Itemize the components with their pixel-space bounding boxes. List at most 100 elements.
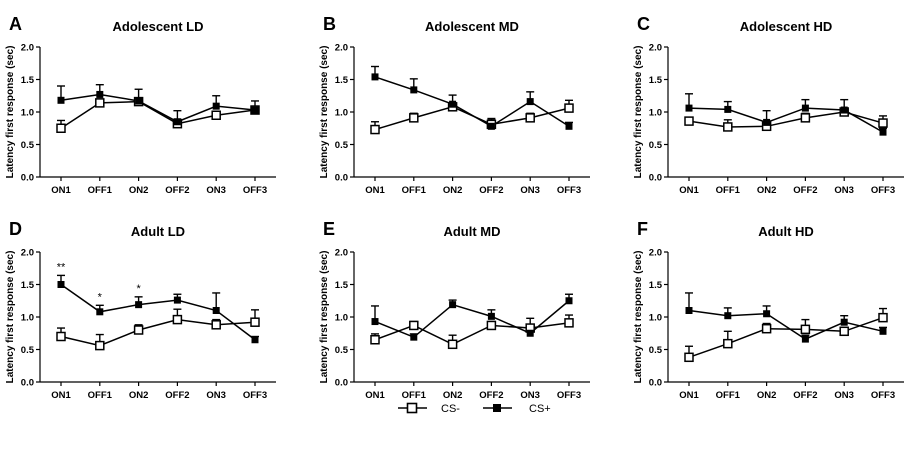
cs-plus-point — [96, 90, 104, 98]
cs-plus-line — [374, 76, 570, 128]
cs-plus-point — [212, 307, 220, 314]
y-tick-label: 1.0 — [335, 108, 348, 119]
cs-plus-point — [371, 73, 379, 81]
legend-cs-minus-label: CS- — [441, 403, 460, 415]
y-tick-label: 1.0 — [649, 108, 662, 119]
x-tick-label: OFF2 — [165, 185, 189, 196]
cs-plus-point — [135, 301, 143, 309]
cs-plus-point — [840, 318, 848, 326]
cs-plus-point — [763, 118, 771, 126]
y-tick-label: 2.0 — [649, 43, 662, 54]
x-tick-label: ON2 — [129, 390, 149, 401]
x-tick-label: ON1 — [679, 390, 699, 401]
y-tick-label: 1.5 — [335, 280, 349, 291]
y-tick-label: 1.5 — [21, 280, 35, 291]
y-tick-label: 0.0 — [649, 173, 662, 184]
cs-plus-line — [688, 309, 884, 340]
x-tick-label: ON1 — [51, 185, 71, 196]
y-tick-label: 0.0 — [649, 378, 662, 389]
cs-plus-point — [801, 335, 809, 343]
y-tick-label: 1.5 — [649, 75, 663, 86]
cs-plus-point — [212, 102, 220, 110]
cs-minus-point — [133, 325, 144, 335]
cs-minus-line — [374, 106, 570, 131]
y-tick-label: 0.0 — [335, 173, 348, 184]
cs-minus-point — [723, 122, 733, 132]
cs-minus-line — [688, 111, 884, 128]
x-tick-label: OFF3 — [871, 390, 895, 401]
x-tick-label: OFF2 — [479, 185, 503, 196]
y-tick-label: 1.5 — [21, 75, 35, 86]
y-tick-label: 1.0 — [21, 313, 34, 324]
cs-minus-point — [211, 110, 221, 120]
cs-plus-point — [685, 307, 693, 314]
cs-plus-point — [487, 122, 495, 130]
cs-minus-point — [95, 98, 105, 108]
x-tick-label: ON3 — [520, 390, 540, 401]
y-tick-label: 2.0 — [21, 43, 34, 54]
x-tick-label: ON2 — [443, 185, 463, 196]
significance-marker: ** — [57, 261, 66, 273]
y-tick-label: 0.5 — [335, 345, 349, 356]
x-tick-label: ON2 — [443, 390, 463, 401]
y-tick-label: 1.5 — [335, 75, 349, 86]
cs-plus-point — [565, 122, 573, 130]
cs-plus-line — [688, 107, 884, 133]
x-tick-label: ON1 — [51, 390, 71, 401]
panel-d: D Adult LD Latency first response (sec) 0.0… — [5, 219, 276, 401]
cs-plus-point — [879, 327, 887, 335]
cs-minus-point — [409, 320, 419, 331]
x-tick-label: ON3 — [206, 185, 226, 196]
y-tick-label: 1.5 — [649, 280, 663, 291]
cs-minus-point — [878, 118, 888, 128]
cs-plus-point — [763, 310, 771, 318]
cs-plus-point — [487, 312, 495, 320]
cs-plus-point — [251, 106, 259, 114]
cs-plus-point — [449, 301, 457, 309]
x-tick-label: OFF3 — [557, 390, 581, 401]
panel-title: Adult LD — [131, 224, 185, 239]
cs-minus-point — [56, 123, 66, 133]
cs-minus-point — [564, 103, 574, 113]
cs-minus-point — [684, 116, 694, 126]
panel-title: Adolescent HD — [740, 19, 832, 34]
y-tick-label: 0.0 — [21, 378, 34, 389]
cs-plus-point — [724, 105, 732, 113]
x-tick-label: OFF1 — [716, 185, 741, 196]
x-tick-label: OFF3 — [243, 390, 267, 401]
x-tick-label: ON1 — [679, 185, 699, 196]
panel-title: Adolescent MD — [425, 19, 519, 34]
cs-minus-point — [486, 320, 497, 331]
cs-minus-point — [370, 335, 380, 345]
cs-minus-point — [370, 124, 380, 135]
y-tick-label: 0.5 — [335, 140, 349, 151]
x-tick-label: OFF1 — [716, 390, 741, 401]
y-tick-label: 0.0 — [21, 173, 34, 184]
y-tick-label: 1.0 — [335, 313, 348, 324]
panel-letter: D — [9, 219, 22, 239]
cs-plus-point — [251, 336, 259, 344]
legend-cs-plus-marker — [493, 404, 501, 412]
x-tick-label: ON3 — [520, 185, 540, 196]
panel-a: A Adolescent LD Latency first response (se… — [5, 14, 276, 196]
x-tick-label: ON3 — [834, 390, 854, 401]
panel-letter: B — [323, 14, 336, 34]
y-tick-label: 0.0 — [335, 378, 348, 389]
cs-minus-line — [60, 318, 256, 347]
x-tick-label: OFF3 — [243, 185, 267, 196]
panel-title: Adult MD — [443, 224, 500, 239]
x-tick-label: OFF2 — [479, 390, 503, 401]
cs-minus-point — [878, 312, 888, 323]
x-tick-label: ON3 — [834, 185, 854, 196]
cs-minus-point — [800, 324, 811, 335]
cs-plus-point — [57, 96, 65, 104]
panel-title: Adolescent LD — [112, 19, 203, 34]
cs-minus-point — [684, 352, 694, 363]
y-tick-label: 2.0 — [335, 43, 348, 54]
y-tick-label: 1.0 — [21, 108, 34, 119]
panel-f: F Adult HD Latency first response (sec) 0.0… — [633, 219, 904, 401]
x-tick-label: OFF1 — [88, 185, 113, 196]
cs-minus-point — [211, 320, 221, 330]
cs-plus-line — [60, 283, 256, 341]
